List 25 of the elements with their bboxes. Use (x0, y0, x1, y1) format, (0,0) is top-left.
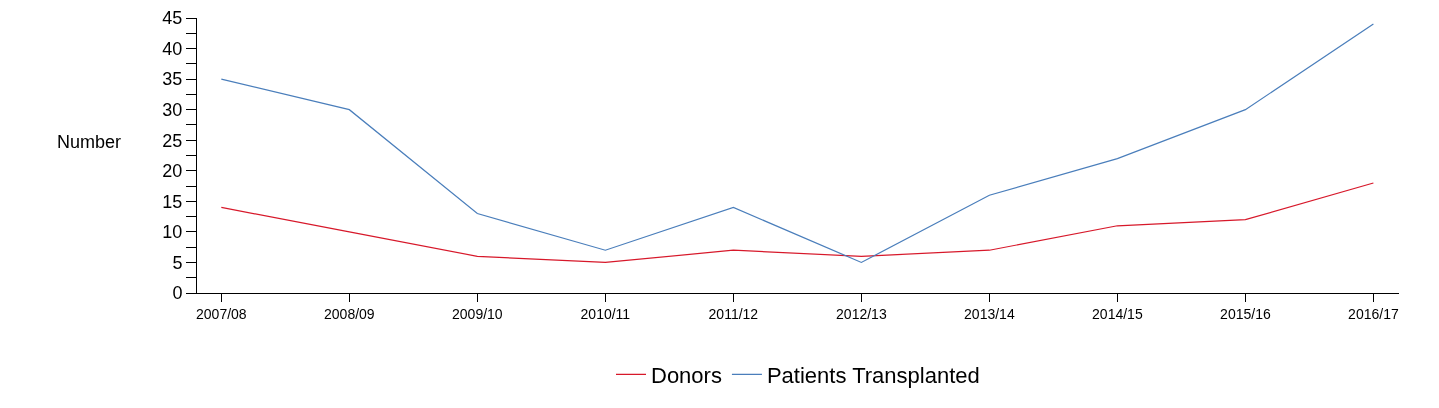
legend-label: Patients Transplanted (766, 362, 980, 388)
x-tick-label: 2015/16 (1220, 305, 1271, 322)
x-tick-label: 2014/15 (1092, 305, 1143, 322)
y-tick-label: 5 (172, 252, 183, 273)
y-tick-label: 20 (162, 161, 183, 182)
y-tick-label: 35 (162, 69, 183, 90)
y-tick-label: 30 (162, 99, 183, 120)
legend-label: Donors (651, 362, 722, 388)
y-tick-label: 40 (162, 38, 183, 59)
x-tick-label: 2016/17 (1348, 305, 1399, 322)
x-tick-label: 2009/10 (452, 305, 503, 322)
x-tick-label: 2011/12 (708, 305, 759, 322)
x-tick-label: 2010/11 (580, 305, 631, 322)
y-tick-label: 45 (162, 8, 183, 29)
x-tick-label: 2013/14 (964, 305, 1015, 322)
y-tick-label: 25 (162, 130, 183, 151)
y-tick-label: 10 (162, 222, 183, 243)
x-tick-label: 2008/09 (324, 305, 375, 322)
line-series (220, 182, 1374, 264)
x-tick-label: 2007/08 (196, 305, 247, 322)
x-tick-label: 2012/13 (836, 305, 887, 322)
y-axis-title: Number (57, 132, 122, 152)
line-series (220, 23, 1374, 264)
y-tick-label: 0 (172, 283, 183, 304)
y-tick-label: 15 (162, 191, 183, 212)
